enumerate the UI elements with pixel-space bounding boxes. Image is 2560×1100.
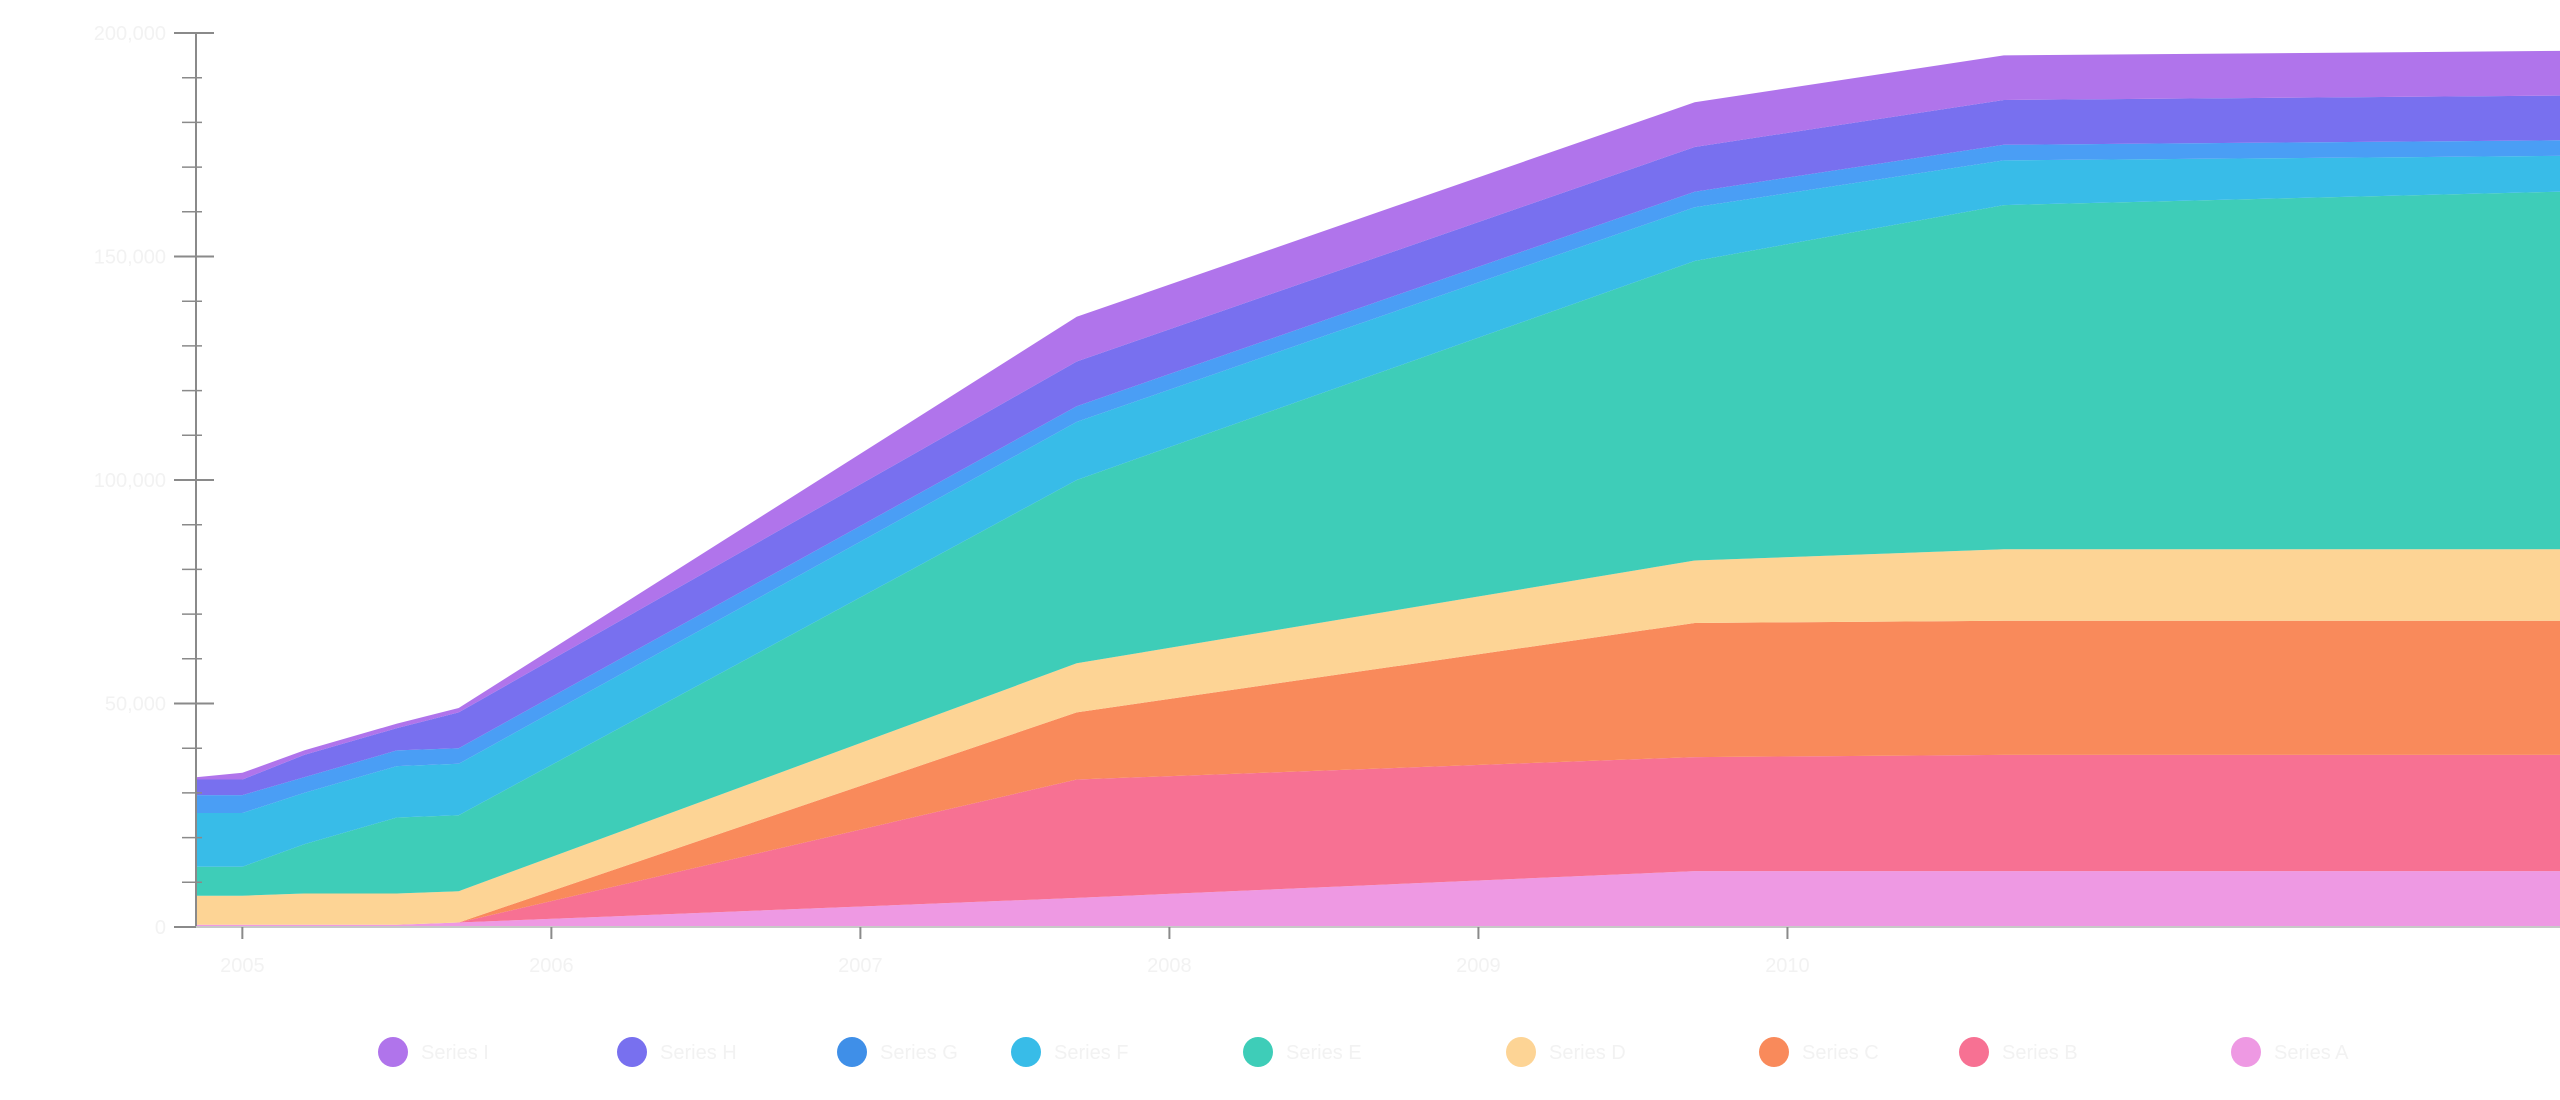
area-series-b xyxy=(196,754,2560,925)
legend-item: Series E xyxy=(1243,1037,1362,1067)
legend: Series I Series H Series G Series F Series E… xyxy=(378,1037,2349,1067)
legend-swatch xyxy=(2231,1037,2261,1067)
x-tick-label: 2008 xyxy=(1147,955,1192,977)
y-axis: 0 50,000 100,000 150,000 200,000 xyxy=(94,23,214,939)
area-series-e xyxy=(196,191,2560,896)
area-series-a xyxy=(196,871,2560,927)
legend-label: Series H xyxy=(660,1042,737,1064)
y-tick-label: 100,000 xyxy=(94,470,166,492)
legend-item: Series H xyxy=(617,1037,737,1067)
legend-label: Series A xyxy=(2274,1042,2349,1064)
legend-swatch xyxy=(1011,1037,1041,1067)
area-layers xyxy=(196,50,2560,927)
area-series-c xyxy=(196,620,2560,925)
x-axis: 2005 2006 2007 2008 2009 2010 xyxy=(196,926,2560,977)
legend-label: Series G xyxy=(880,1042,958,1064)
legend-item: Series I xyxy=(378,1037,489,1067)
legend-item: Series G xyxy=(837,1037,958,1067)
x-tick-label: 2007 xyxy=(838,955,883,977)
legend-label: Series F xyxy=(1054,1042,1128,1064)
legend-swatch xyxy=(1759,1037,1789,1067)
x-tick-label: 2005 xyxy=(220,955,265,977)
area-series-f xyxy=(196,155,2560,867)
legend-swatch xyxy=(1243,1037,1273,1067)
area-series-h xyxy=(196,95,2560,796)
legend-item: Series B xyxy=(1959,1037,2078,1067)
legend-swatch xyxy=(1506,1037,1536,1067)
legend-label: Series C xyxy=(1802,1042,1879,1064)
legend-label: Series D xyxy=(1549,1042,1626,1064)
legend-label: Series E xyxy=(1286,1042,1362,1064)
legend-item: Series A xyxy=(2231,1037,2349,1067)
legend-swatch xyxy=(378,1037,408,1067)
y-tick-label: 200,000 xyxy=(94,23,166,45)
area-series-d xyxy=(196,549,2560,925)
legend-swatch xyxy=(837,1037,867,1067)
legend-swatch xyxy=(1959,1037,1989,1067)
x-tick-label: 2006 xyxy=(529,955,574,977)
legend-label: Series I xyxy=(421,1042,489,1064)
legend-swatch xyxy=(617,1037,647,1067)
y-tick-label: 50,000 xyxy=(105,694,166,716)
x-tick-label: 2009 xyxy=(1456,955,1501,977)
x-tick-label: 2010 xyxy=(1765,955,1810,977)
legend-item: Series F xyxy=(1011,1037,1128,1067)
legend-label: Series B xyxy=(2002,1042,2078,1064)
legend-item: Series D xyxy=(1506,1037,1626,1067)
legend-item: Series C xyxy=(1759,1037,1879,1067)
y-tick-label: 0 xyxy=(155,917,166,939)
y-tick-label: 150,000 xyxy=(94,247,166,269)
